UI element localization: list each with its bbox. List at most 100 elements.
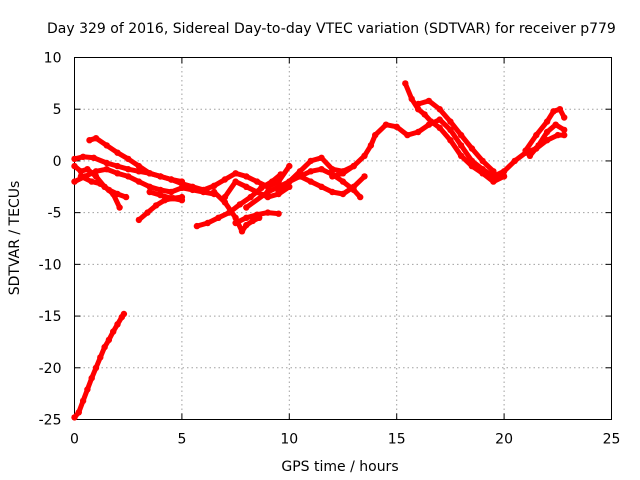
data-point — [193, 222, 201, 230]
x-axis-label: GPS time / hours — [281, 459, 398, 475]
series-group — [71, 80, 568, 421]
data-point — [382, 121, 390, 128]
data-point — [221, 176, 229, 183]
data-point — [552, 121, 559, 128]
y-tick-label: -5 — [48, 206, 62, 222]
data-point — [253, 188, 261, 196]
data-point — [436, 116, 443, 123]
data-point — [511, 157, 518, 165]
data-point — [339, 178, 347, 185]
data-point — [436, 124, 443, 131]
data-point — [277, 171, 284, 178]
series-19 — [522, 106, 568, 154]
data-point — [447, 126, 454, 134]
series-18 — [415, 97, 497, 175]
data-point — [253, 211, 261, 218]
data-point — [436, 106, 443, 113]
data-point — [105, 186, 113, 194]
y-axis-label: SDTVAR / TECUs — [7, 181, 23, 296]
data-point — [243, 214, 250, 221]
x-tick-label: 20 — [495, 432, 513, 448]
data-point — [307, 168, 314, 175]
x-tick-label: 5 — [177, 432, 186, 448]
data-point — [125, 155, 132, 163]
data-point — [275, 188, 282, 196]
data-point — [554, 131, 561, 139]
data-point — [468, 162, 476, 170]
y-tick-label: -15 — [39, 309, 62, 325]
series-17 — [402, 80, 508, 185]
data-point — [71, 414, 78, 421]
data-point — [372, 131, 379, 139]
series-16 — [329, 116, 568, 180]
y-tick-label: -10 — [39, 257, 62, 273]
data-point — [75, 409, 83, 416]
data-point — [157, 186, 164, 194]
data-point — [125, 166, 132, 173]
data-point — [425, 97, 433, 105]
data-point — [408, 95, 415, 103]
y-tick-label: 5 — [53, 102, 62, 118]
y-tick-label: -20 — [39, 361, 62, 377]
data-point — [204, 219, 211, 227]
series-11 — [232, 209, 282, 227]
data-point — [114, 190, 121, 198]
x-tick-label: 0 — [70, 432, 79, 448]
data-point — [232, 178, 239, 185]
data-point — [114, 170, 121, 177]
data-point — [296, 173, 304, 180]
data-point — [120, 310, 128, 318]
x-tick-label: 25 — [603, 432, 621, 448]
data-point — [339, 190, 347, 198]
data-point — [146, 188, 153, 196]
data-point — [268, 178, 276, 185]
data-point — [500, 173, 508, 180]
x-tick-labels: 0 5 10 15 20 25 — [70, 432, 620, 448]
data-point — [415, 128, 422, 136]
data-point — [135, 216, 143, 224]
data-point — [92, 135, 100, 142]
y-tick-label: 0 — [53, 154, 62, 170]
data-point — [92, 364, 100, 371]
series-20 — [526, 121, 568, 159]
data-point — [404, 131, 411, 139]
series-10 — [210, 188, 263, 235]
data-point — [97, 354, 104, 361]
data-point — [533, 131, 540, 139]
data-point — [561, 126, 568, 134]
data-point — [357, 193, 364, 201]
data-point — [92, 168, 100, 175]
data-point — [427, 118, 435, 125]
data-point — [556, 106, 564, 113]
series-5 — [86, 135, 186, 185]
series-9 — [193, 171, 284, 230]
data-point — [221, 199, 229, 206]
data-point — [247, 193, 254, 201]
data-point — [258, 184, 265, 191]
data-point — [264, 188, 271, 196]
data-point — [329, 166, 336, 173]
data-point — [415, 106, 422, 113]
series-8 — [146, 188, 186, 204]
data-point — [447, 137, 454, 144]
data-point — [361, 173, 368, 180]
data-point — [146, 170, 153, 177]
data-point — [110, 328, 117, 335]
data-point — [221, 193, 229, 201]
data-point — [152, 202, 160, 209]
axis-ticks — [74, 57, 612, 420]
data-point — [236, 201, 244, 208]
x-tick-label: 15 — [388, 432, 406, 448]
data-point — [122, 193, 130, 201]
data-point — [264, 209, 271, 216]
data-point — [479, 170, 486, 177]
data-point — [361, 152, 368, 159]
data-point — [97, 180, 104, 187]
data-point — [238, 228, 246, 235]
series-15 — [296, 166, 364, 201]
data-point — [90, 154, 98, 161]
y-tick-labels: -25 -20 -15 -10 -5 0 5 10 — [39, 51, 62, 429]
data-point — [114, 149, 121, 156]
data-point — [415, 100, 422, 108]
